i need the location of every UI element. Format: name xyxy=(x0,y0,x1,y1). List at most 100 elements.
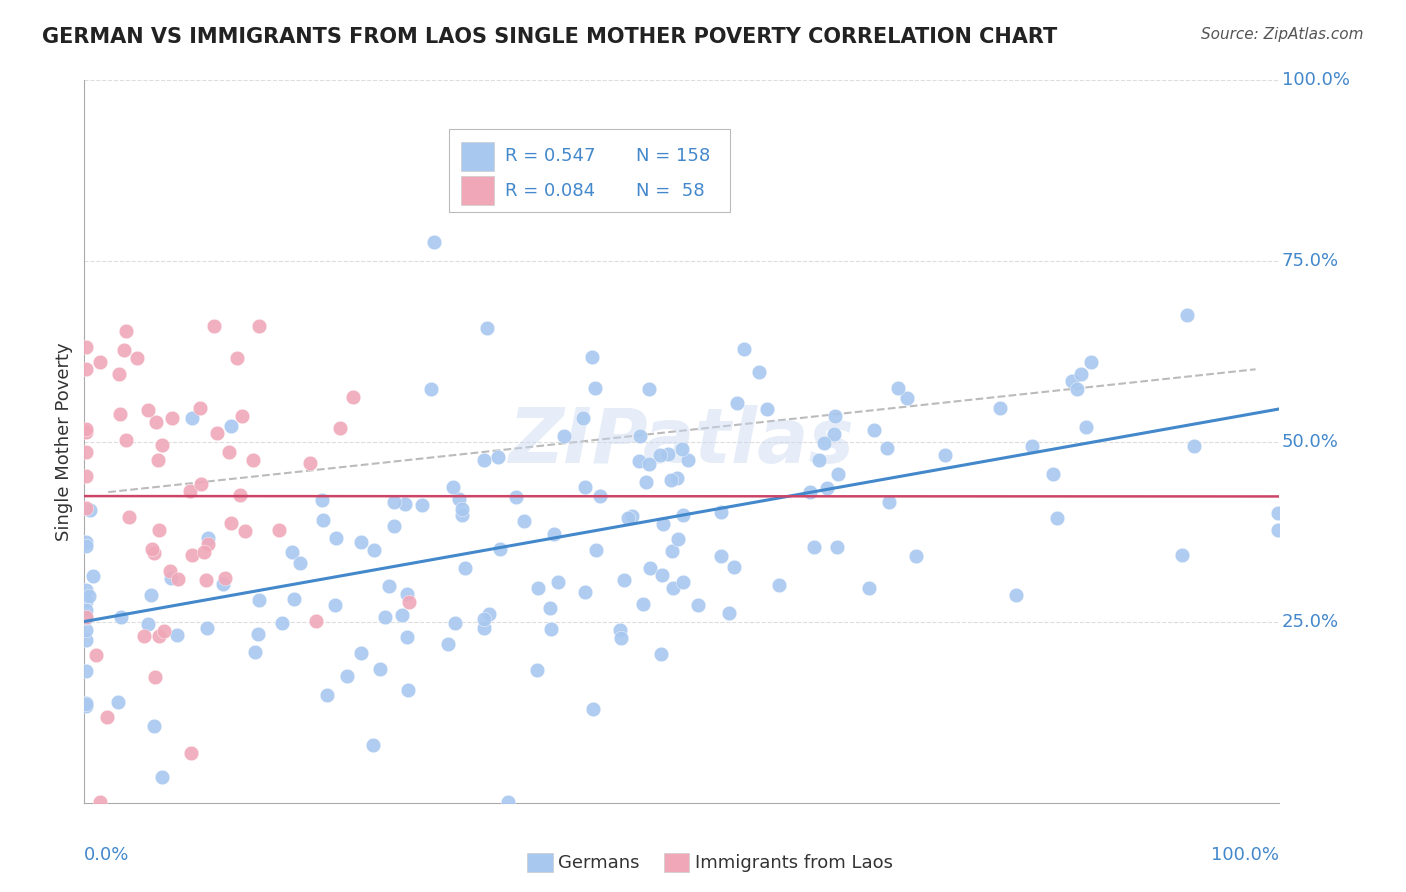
Point xyxy=(650,647,672,661)
Text: 50.0%: 50.0% xyxy=(1282,433,1339,450)
Point xyxy=(395,630,418,644)
Point xyxy=(581,350,603,364)
Point xyxy=(411,498,433,512)
Point xyxy=(363,543,385,558)
Point xyxy=(1060,374,1083,388)
Point xyxy=(808,453,831,467)
Point xyxy=(588,489,610,503)
Point xyxy=(75,425,97,439)
Point xyxy=(827,467,849,481)
Point xyxy=(384,495,406,509)
Point xyxy=(89,795,111,809)
Point xyxy=(145,415,167,429)
Point xyxy=(420,382,443,396)
Point xyxy=(188,401,211,415)
Point xyxy=(160,571,183,585)
Point xyxy=(342,391,364,405)
Point xyxy=(75,594,97,608)
Point xyxy=(472,621,495,635)
Text: 75.0%: 75.0% xyxy=(1282,252,1339,270)
Point xyxy=(472,611,495,625)
Point xyxy=(475,320,498,334)
Point xyxy=(150,438,173,452)
Point xyxy=(1074,419,1097,434)
Point xyxy=(382,518,405,533)
Point xyxy=(195,574,218,588)
Point xyxy=(79,503,101,517)
Point xyxy=(193,545,215,559)
Point xyxy=(1066,382,1088,396)
Point xyxy=(166,628,188,642)
Point xyxy=(167,572,190,586)
Point xyxy=(1070,367,1092,381)
Point xyxy=(335,669,357,683)
Point xyxy=(75,535,97,549)
Bar xyxy=(461,177,495,205)
Point xyxy=(212,577,235,591)
Point xyxy=(676,452,699,467)
Point xyxy=(1175,309,1198,323)
Point xyxy=(316,688,339,702)
Point xyxy=(617,511,640,525)
Point xyxy=(197,531,219,545)
Text: N =  58: N = 58 xyxy=(637,182,706,200)
Point xyxy=(329,421,352,435)
Point xyxy=(290,556,312,570)
Y-axis label: Single Mother Poverty: Single Mother Poverty xyxy=(55,343,73,541)
Point xyxy=(190,477,212,491)
Point xyxy=(450,508,472,523)
Point xyxy=(159,564,181,578)
Point xyxy=(1267,507,1289,521)
Point xyxy=(108,407,131,421)
Point xyxy=(585,543,607,558)
Point xyxy=(138,616,160,631)
Point xyxy=(748,365,770,379)
Point xyxy=(824,409,846,424)
Point xyxy=(350,534,373,549)
Point xyxy=(150,771,173,785)
Point xyxy=(148,629,170,643)
Point xyxy=(486,450,509,465)
Point xyxy=(652,516,675,531)
Point xyxy=(638,457,661,471)
Text: R = 0.084: R = 0.084 xyxy=(505,182,595,200)
Point xyxy=(1267,523,1289,537)
Point xyxy=(1046,510,1069,524)
Point xyxy=(323,598,346,612)
Point xyxy=(574,585,596,599)
Point xyxy=(396,587,419,601)
Point xyxy=(633,597,655,611)
Point xyxy=(89,355,111,369)
Point xyxy=(768,578,790,592)
Bar xyxy=(461,142,495,170)
Point xyxy=(394,497,416,511)
Point xyxy=(231,409,253,424)
Point xyxy=(75,362,97,376)
Point xyxy=(638,561,661,575)
Point xyxy=(75,697,97,711)
Point xyxy=(195,622,218,636)
Point xyxy=(723,559,745,574)
Point xyxy=(876,442,898,456)
Point xyxy=(815,481,838,495)
Point xyxy=(136,403,159,417)
Point xyxy=(823,427,845,442)
Point xyxy=(247,593,270,607)
Point xyxy=(75,539,97,553)
Point xyxy=(281,545,304,559)
Point xyxy=(110,610,132,624)
Point xyxy=(75,501,97,516)
Point xyxy=(75,583,97,598)
Point xyxy=(197,537,219,551)
Point xyxy=(77,589,100,603)
Text: GERMAN VS IMMIGRANTS FROM LAOS SINGLE MOTHER POVERTY CORRELATION CHART: GERMAN VS IMMIGRANTS FROM LAOS SINGLE MO… xyxy=(42,27,1057,46)
Point xyxy=(218,445,240,459)
Point xyxy=(391,608,413,623)
Point xyxy=(583,381,606,395)
Point xyxy=(710,549,733,563)
Point xyxy=(398,595,420,609)
Point xyxy=(361,738,384,752)
Text: 100.0%: 100.0% xyxy=(1212,847,1279,864)
Text: R = 0.547: R = 0.547 xyxy=(505,147,596,165)
Point xyxy=(1080,355,1102,369)
